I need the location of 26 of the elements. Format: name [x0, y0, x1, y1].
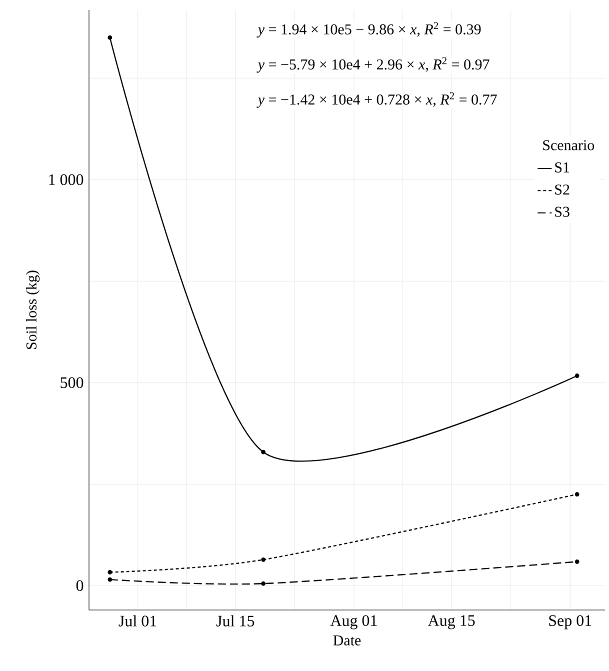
legend-label: S1: [555, 162, 570, 172]
point: [574, 374, 580, 378]
annotation: y = −5.79 × 10e4 + 2.96 × x, R$^{2}$ = 0.97: [256, 57, 490, 73]
x-axis-title: Date: [333, 635, 361, 646]
annotation: y = −1.42 × 10e4 + 0.728 × x, R$^{2}$ = 0.77: [256, 92, 497, 108]
point: [261, 557, 266, 562]
x-tick-label: Jul 15: [216, 615, 254, 626]
x-tick-label: Sep 01: [549, 615, 592, 630]
point: [574, 492, 580, 496]
x-tick-label: Aug 01: [330, 615, 377, 630]
x-tick-label: Aug 15: [428, 615, 475, 630]
point: [108, 577, 112, 582]
annotation: y = 1.94 × 10e5 − 9.86 × x, R$^{2}$ = 0.39: [256, 22, 481, 38]
point: [108, 35, 112, 40]
x-tick-label: Jul 01: [118, 615, 156, 626]
y-axis-title: Soil loss (kg): [26, 270, 40, 349]
legend-label: S2: [555, 184, 570, 195]
y-tick-label: 0: [76, 580, 84, 592]
y-tick-label: 500: [60, 377, 84, 388]
point: [108, 570, 112, 574]
point: [574, 559, 580, 564]
y-tick-label: 1 000: [49, 174, 84, 186]
point: [261, 581, 266, 586]
legend-title: Scenario: [543, 140, 594, 150]
legend-label: S3: [555, 206, 570, 217]
point: [261, 450, 266, 454]
